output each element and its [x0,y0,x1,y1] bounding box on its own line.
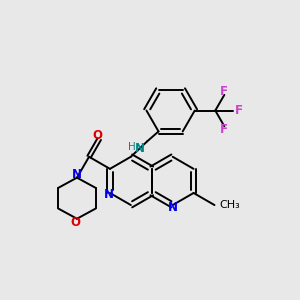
Text: O: O [93,129,103,142]
Text: F: F [235,104,243,117]
Text: N: N [134,142,145,155]
Text: F: F [220,123,228,136]
Text: N: N [72,168,82,181]
Text: F: F [220,85,228,98]
Text: N: N [168,201,178,214]
Text: O: O [70,216,80,229]
Text: N: N [103,188,113,201]
Text: H: H [128,142,136,152]
Text: CH₃: CH₃ [219,200,240,210]
